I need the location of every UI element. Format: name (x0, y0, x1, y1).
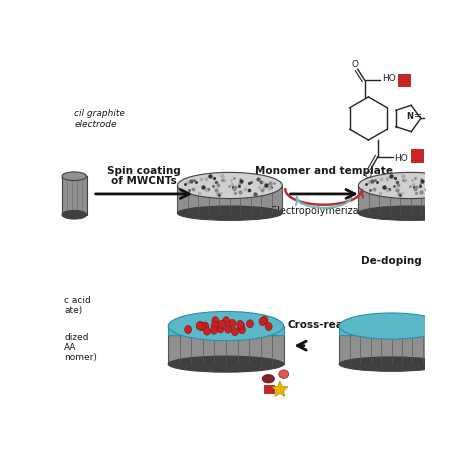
Ellipse shape (259, 318, 266, 326)
Text: electrode: electrode (74, 120, 117, 129)
Bar (411, 149, 423, 162)
Ellipse shape (231, 328, 238, 336)
Ellipse shape (229, 319, 236, 328)
Ellipse shape (177, 173, 282, 199)
Ellipse shape (62, 172, 87, 181)
Text: O: O (365, 171, 372, 180)
Ellipse shape (223, 317, 229, 325)
Ellipse shape (358, 206, 463, 220)
Bar (398, 74, 410, 86)
Text: c acid: c acid (64, 296, 91, 305)
Ellipse shape (212, 317, 219, 325)
Ellipse shape (177, 206, 282, 220)
Text: Electropolymerization: Electropolymerization (271, 206, 377, 216)
Polygon shape (339, 326, 444, 335)
Text: N: N (407, 112, 413, 121)
Text: Spin coating: Spin coating (107, 166, 181, 176)
Ellipse shape (199, 323, 205, 331)
Ellipse shape (246, 320, 254, 328)
Text: cil graphite: cil graphite (74, 109, 125, 118)
Ellipse shape (210, 326, 218, 334)
Ellipse shape (211, 322, 218, 330)
Text: dized: dized (64, 333, 89, 342)
Ellipse shape (237, 322, 245, 330)
Text: HO: HO (383, 74, 396, 83)
Bar (264, 385, 274, 393)
Ellipse shape (262, 374, 274, 383)
Ellipse shape (237, 320, 244, 328)
Ellipse shape (358, 173, 463, 199)
Polygon shape (177, 185, 282, 213)
Text: Cross-reactivity: Cross-reactivity (287, 320, 380, 330)
Ellipse shape (62, 210, 87, 219)
Text: =: = (414, 111, 422, 121)
Ellipse shape (217, 325, 224, 333)
Text: De-doping: De-doping (361, 256, 421, 266)
Ellipse shape (219, 320, 225, 328)
Polygon shape (62, 176, 87, 215)
Text: nomer): nomer) (64, 353, 97, 362)
Ellipse shape (168, 311, 284, 341)
Text: HO: HO (395, 154, 409, 163)
Ellipse shape (339, 357, 444, 371)
Polygon shape (272, 381, 288, 396)
Ellipse shape (196, 322, 203, 330)
Ellipse shape (197, 321, 204, 329)
Ellipse shape (339, 313, 444, 339)
Polygon shape (339, 335, 444, 364)
Text: ate): ate) (64, 306, 82, 315)
Ellipse shape (202, 322, 209, 330)
Ellipse shape (261, 316, 268, 324)
Ellipse shape (265, 322, 272, 330)
Ellipse shape (238, 326, 246, 334)
Polygon shape (168, 335, 284, 364)
Polygon shape (168, 326, 284, 335)
Ellipse shape (225, 325, 231, 333)
Text: Monomer and template: Monomer and template (255, 166, 393, 176)
Text: AA: AA (64, 343, 77, 352)
Ellipse shape (185, 326, 191, 334)
Ellipse shape (279, 370, 289, 378)
Polygon shape (358, 185, 463, 213)
Ellipse shape (204, 327, 210, 335)
Text: of MWCNTs: of MWCNTs (111, 176, 176, 186)
Text: O: O (351, 60, 358, 69)
Ellipse shape (168, 356, 284, 372)
